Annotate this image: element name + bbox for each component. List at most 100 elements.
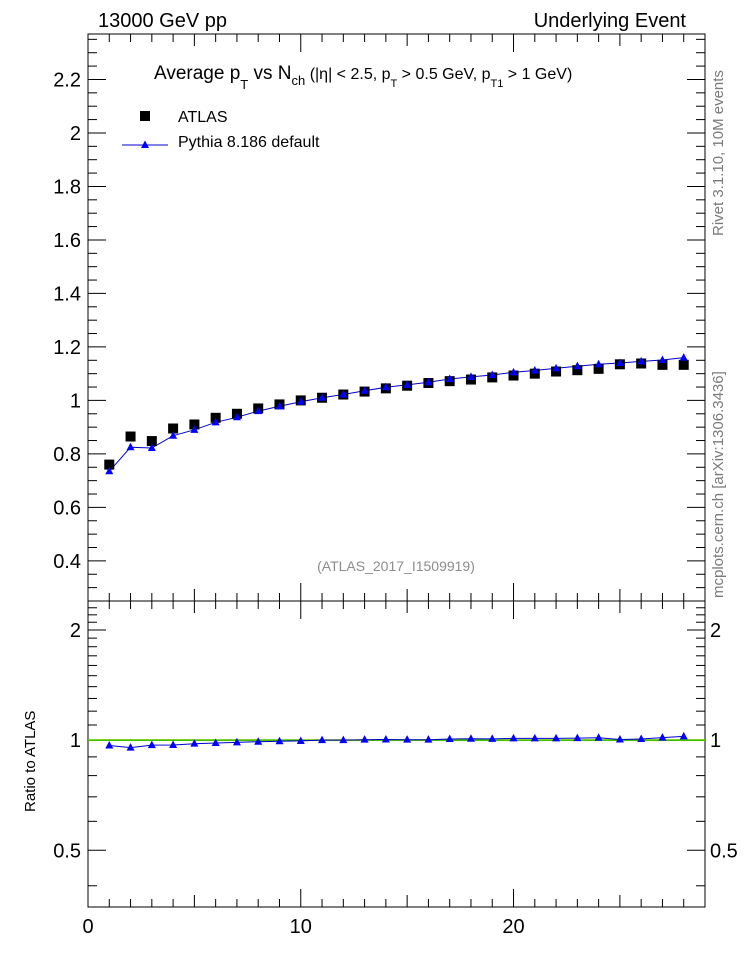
ratio-pythia-point — [360, 735, 369, 743]
pythia-point — [594, 359, 603, 368]
atlas-point — [508, 370, 519, 381]
ratio-y-tick-label: 1 — [70, 730, 81, 752]
title-part: vs N — [248, 63, 291, 84]
y-tick-label: 1.6 — [53, 230, 81, 252]
legend: ATLAS Pythia 8.186 default — [122, 109, 320, 151]
main-series — [104, 353, 689, 475]
atlas-point — [657, 359, 668, 370]
ratio-pythia-point — [381, 735, 390, 743]
energy-label: 13000 GeV pp — [98, 10, 227, 32]
process-label: Underlying Event — [534, 10, 687, 32]
ratio-pythia-point — [488, 734, 497, 742]
pythia-point — [488, 370, 497, 379]
atlas-point — [189, 419, 200, 430]
ratio-pythia-point — [254, 737, 263, 745]
pythia-point — [445, 374, 454, 383]
ratio-pythia-point — [509, 733, 518, 742]
pythia-point — [190, 425, 199, 433]
ratio-pythia-point — [403, 735, 412, 743]
pythia-point — [530, 365, 539, 374]
ratio-pythia-point — [211, 738, 220, 747]
ratio-pythia-point — [190, 739, 199, 747]
ratio-pythia-point — [126, 743, 135, 751]
pythia-point — [466, 372, 475, 380]
ratio-pythia-point — [232, 737, 241, 746]
title-sub: T1 — [491, 78, 504, 90]
pythia-point — [552, 363, 561, 372]
legend-marker-pythia — [141, 140, 149, 148]
atlas-point — [210, 412, 221, 423]
ratio-pythia-point — [105, 740, 114, 749]
title-part: Average p — [154, 63, 240, 84]
pythia-line — [108, 357, 684, 472]
ratio-pythia-point — [275, 736, 284, 745]
pythia-point — [424, 377, 433, 386]
y-tick-label: 1.2 — [53, 337, 81, 359]
atlas-point — [146, 436, 157, 447]
ratio-pythia-point — [318, 735, 327, 744]
y-tick-label: 1 — [70, 390, 81, 412]
pythia-point — [381, 382, 390, 391]
ratio-pythia-point — [424, 735, 433, 743]
legend-marker-atlas — [140, 111, 150, 121]
pythia-point — [275, 401, 284, 410]
ratio-panel-frame — [87, 600, 706, 908]
ratio-pythia-point — [339, 735, 348, 744]
ratio-series — [105, 731, 688, 751]
pythia-point — [360, 386, 369, 394]
pythia-point — [105, 466, 114, 475]
y-tick-label: 1.4 — [53, 283, 81, 305]
pythia-point — [658, 355, 667, 364]
title-part: > 0.5 GeV, p — [397, 66, 490, 83]
pythia-point — [318, 393, 327, 401]
atlas-point — [168, 423, 179, 434]
ratio-pythia-point — [573, 733, 582, 742]
title-sub: T — [391, 78, 398, 90]
ratio-pythia-point — [658, 733, 667, 741]
ratio-pythia-point — [147, 740, 156, 749]
mcplots-label: mcplots.cern.ch [arXiv:1306.3436] — [710, 371, 727, 598]
pythia-point — [615, 358, 624, 366]
y-tick-label: 2.2 — [53, 69, 81, 91]
atlas-point — [572, 365, 583, 376]
y-tick-label: 0.6 — [53, 497, 81, 519]
y-tick-label: 1.8 — [53, 176, 81, 198]
ratio-y-tick-label-right: 0.5 — [710, 840, 738, 862]
pythia-point — [169, 431, 178, 439]
pythia-point — [403, 380, 412, 388]
atlas-point — [593, 363, 604, 374]
pythia-point — [254, 406, 263, 415]
title-part: > 1 GeV) — [503, 66, 572, 83]
legend-label-pythia: Pythia 8.186 default — [178, 134, 320, 151]
pythia-point — [573, 361, 582, 370]
x-tick-label: 20 — [502, 916, 524, 938]
ratio-pythia-point — [615, 735, 624, 743]
atlas-point — [551, 366, 562, 377]
atlas-point — [529, 368, 540, 379]
ratio-pythia-point — [445, 734, 454, 743]
main-axis-ticks: 0.4 0.6 0.8 1 1.2 1.4 1.6 1.8 2 2.2 — [53, 34, 706, 907]
rivet-label: Rivet 3.1.10, 10M events — [710, 70, 727, 236]
analysis-id: (ATLAS_2017_I1509919) — [317, 558, 475, 574]
plot-title: Average pT vs Nch (|η| < 2.5, pT > 0.5 G… — [154, 63, 572, 92]
ratio-pythia-point — [637, 734, 646, 743]
ratio-pythia-point — [530, 733, 539, 742]
ratio-pythia-point — [169, 740, 178, 748]
x-tick-label: 0 — [82, 916, 93, 938]
y-tick-label: 0.4 — [53, 551, 81, 573]
title-sub: ch — [292, 73, 306, 88]
ratio-axis-ticks: 0.5 0.51 12 20 10 20 — [53, 607, 738, 938]
pythia-point — [126, 442, 135, 451]
y-tick-label: 2 — [70, 123, 81, 145]
x-tick-label: 10 — [290, 916, 312, 938]
ratio-pythia-line — [109, 735, 684, 749]
ratio-pythia-point — [594, 733, 603, 741]
ratio-pythia-point — [296, 736, 305, 744]
pythia-point — [339, 390, 348, 398]
pythia-point — [232, 412, 241, 421]
ratio-pythia-point — [552, 733, 561, 742]
ratio-y-tick-label-right: 1 — [710, 730, 721, 752]
title-part: (|η| < 2.5, p — [305, 66, 390, 83]
title-sub: T — [240, 77, 248, 92]
ratio-y-tick-label-right: 2 — [710, 620, 721, 642]
